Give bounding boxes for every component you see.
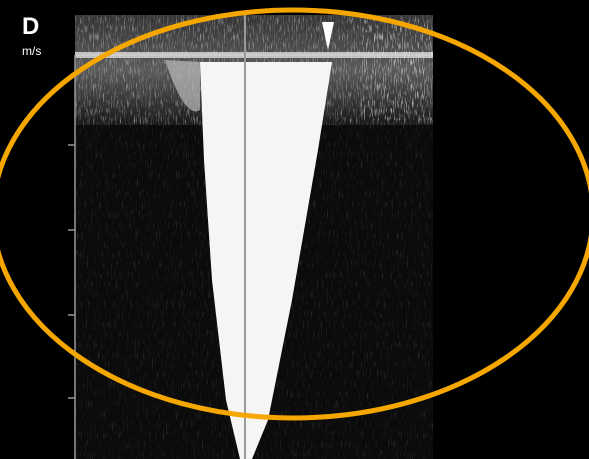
unit-label: m/s (22, 44, 41, 58)
panel-label: D (22, 13, 39, 40)
velocity-scale (68, 55, 75, 459)
doppler-image: D m/s (0, 0, 589, 459)
